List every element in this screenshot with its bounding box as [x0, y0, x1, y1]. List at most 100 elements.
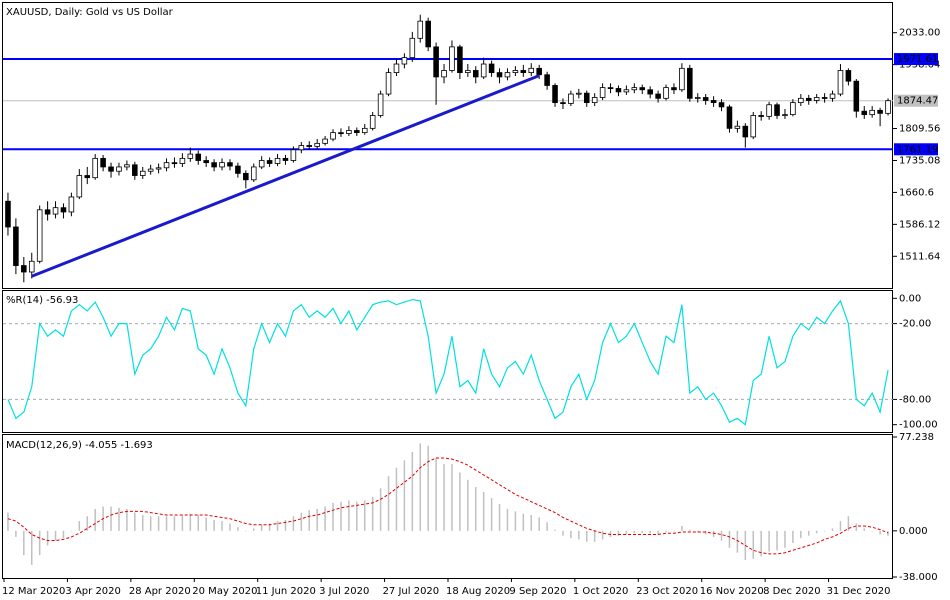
candle-body [139, 170, 146, 176]
macd-bar [498, 504, 501, 531]
macd-bar [364, 500, 366, 531]
x-tick-label: 16 Nov 2020 [700, 586, 764, 597]
candle-body [330, 132, 336, 140]
candle-body [68, 196, 75, 213]
candle-body [758, 115, 764, 117]
y-tick-label: 1511.64 [899, 251, 940, 262]
candle-body [60, 207, 67, 213]
candle-body [92, 157, 98, 179]
macd-bar [562, 530, 564, 536]
macd-bar [482, 491, 485, 531]
macd-bar [522, 513, 525, 531]
level-label-box [894, 143, 938, 156]
macd-bar [625, 530, 628, 535]
candle-body [710, 100, 717, 104]
macd-bar [554, 529, 556, 531]
candle-body [520, 70, 527, 74]
macd-bar [62, 530, 65, 539]
macd-bar [586, 530, 588, 542]
macd-bar [808, 530, 810, 536]
x-tick-label: 28 Apr 2020 [129, 586, 191, 597]
candle-body [528, 67, 535, 74]
macd-bar [332, 502, 334, 531]
macd-bar [324, 506, 326, 531]
candle-body [829, 93, 836, 99]
candle-body [679, 67, 685, 91]
candle-body [869, 109, 875, 116]
y-tick-label: 1809.56 [899, 124, 940, 135]
candle-body [266, 160, 273, 164]
macd-bar [728, 530, 731, 548]
macd-bar [157, 516, 160, 531]
macd-bar [142, 515, 144, 531]
candle-body [591, 97, 598, 104]
macd-bar [126, 508, 128, 531]
candle-body [250, 166, 257, 181]
candle-body [480, 63, 487, 78]
macd-bar [245, 530, 247, 532]
candle-body [346, 130, 352, 134]
macd-bar [253, 528, 255, 531]
x-tick-label: 23 Oct 2020 [636, 586, 698, 597]
macd-bar [697, 530, 699, 533]
y-tick-label: 2033.00 [899, 28, 940, 39]
candle-body [179, 157, 186, 164]
macd-bar [665, 530, 667, 533]
x-tick-label: 12 Mar 2020 [2, 586, 65, 597]
candle-body [504, 72, 511, 78]
x-tick-label: 20 May 2020 [192, 586, 257, 597]
macd-bar [31, 530, 33, 565]
macd-bar [284, 519, 287, 531]
candle-body [718, 102, 725, 108]
level-label: 1971.61 [897, 54, 938, 65]
macd-bar [371, 496, 374, 531]
signal-line [7, 457, 889, 555]
macd-bar [459, 472, 461, 531]
candle-body [512, 70, 519, 74]
candle-body [5, 200, 11, 228]
candle-body [290, 149, 297, 161]
macd-bar [443, 464, 445, 531]
macd-bar [855, 523, 858, 531]
macd-bar [593, 530, 596, 542]
panel-title: XAUUSD, Daily: Gold vs US Dollar [6, 7, 174, 18]
candle-body [726, 106, 733, 129]
candle-body [124, 164, 130, 168]
candle-body [258, 160, 265, 168]
candle-body [853, 80, 860, 112]
macd-bar [720, 530, 723, 541]
candle-body [132, 164, 138, 176]
macd-bar [70, 530, 73, 532]
macd-bar [94, 508, 96, 531]
macd-bar [736, 530, 739, 553]
macd-bar [863, 528, 865, 531]
candle-body [195, 153, 202, 161]
macd-bar [578, 530, 580, 540]
candle-body [203, 160, 209, 164]
macd-bar [768, 530, 770, 552]
macd-bar [46, 530, 49, 546]
candle-body [734, 125, 741, 129]
macd-bar [110, 506, 112, 531]
candle-body [171, 162, 178, 165]
macd-bar [213, 519, 215, 531]
macd-bar [831, 528, 834, 531]
candle-body [472, 70, 479, 78]
macd-bar [871, 530, 873, 532]
macd-bar [609, 530, 612, 537]
macd-bar [689, 529, 691, 531]
panel-title: %R(14) -56.93 [6, 295, 78, 306]
candle-body [322, 138, 328, 144]
candle-body [663, 87, 669, 99]
macd-bar [134, 512, 136, 531]
y-tick-label: 1735.08 [899, 155, 940, 166]
candle-body [13, 226, 19, 266]
y-tick-label: -80.00 [899, 394, 931, 405]
candle-body [377, 93, 384, 116]
macd-bar [292, 516, 295, 531]
macd-bar [268, 523, 271, 531]
macd-bar [276, 521, 279, 531]
macd-bar [712, 530, 715, 537]
candle-body [385, 72, 392, 95]
macd-bar [641, 530, 643, 534]
